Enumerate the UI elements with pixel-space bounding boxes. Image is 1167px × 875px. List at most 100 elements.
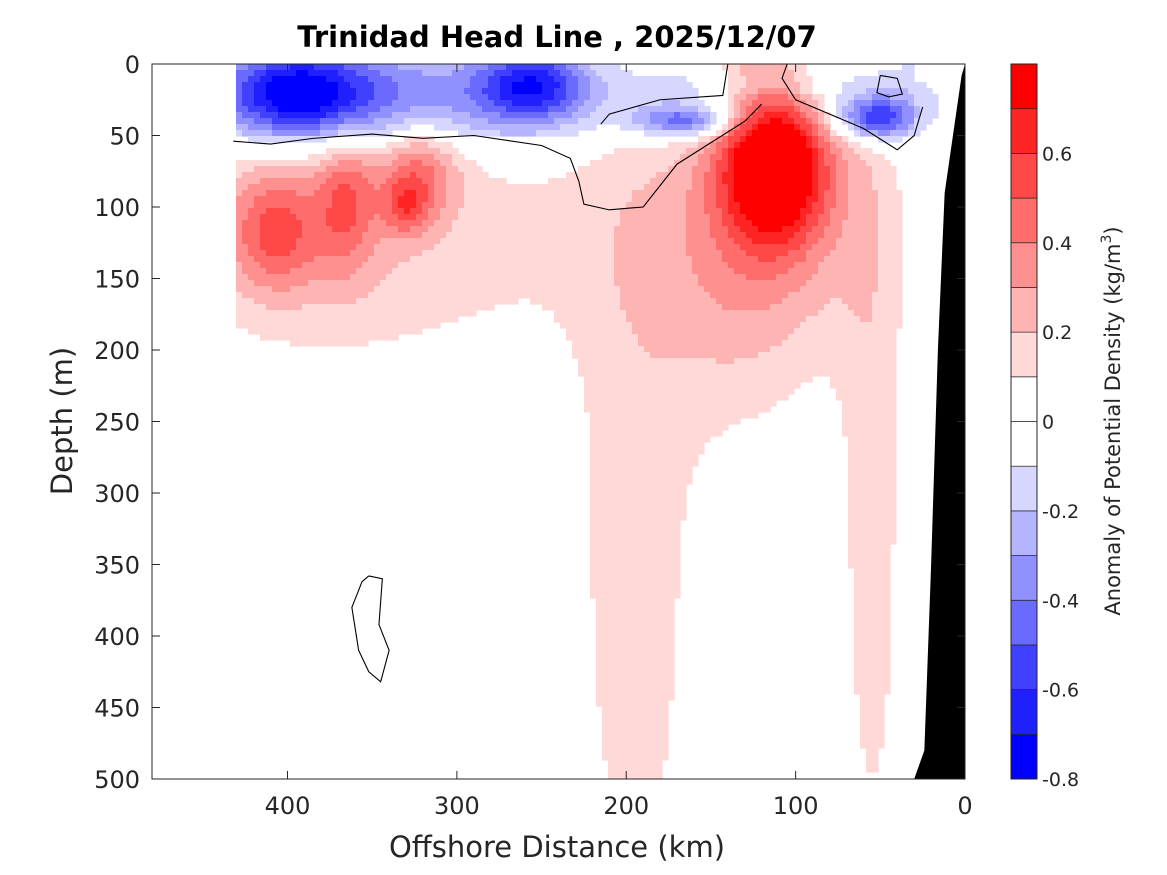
contour-cell [362,148,369,155]
contour-cell [854,106,861,113]
contour-cell [746,148,753,155]
contour-cell [794,190,801,197]
contour-cell [836,370,843,377]
contour-cell [854,352,861,359]
contour-cell [710,160,717,167]
contour-cell [404,322,411,329]
contour-cell [830,310,837,317]
contour-cell [470,298,477,305]
contour-cell [626,100,633,107]
contour-cell [686,256,693,263]
contour-cell [644,304,651,311]
contour-cell [794,148,801,155]
contour-cell [524,184,531,191]
contour-cell [398,328,405,335]
contour-cell [686,184,693,191]
contour-cell [854,166,861,173]
contour-cell [314,184,321,191]
contour-cell [242,184,249,191]
contour-cell [740,232,747,239]
contour-cell [824,250,831,257]
contour-cell [242,76,249,83]
contour-cell [458,298,465,305]
contour-cell [692,316,699,323]
contour-cell [794,238,801,245]
contour-cell [608,214,615,221]
contour-cell [386,148,393,155]
contour-cell [410,88,417,95]
contour-cell [608,202,615,209]
contour-cell [452,268,459,275]
contour-cell [392,106,399,113]
contour-cell [692,358,699,365]
contour-cell [458,184,465,191]
contour-cell [386,130,393,137]
contour-cell [770,196,777,203]
contour-cell [596,244,603,251]
contour-cell [590,238,597,245]
contour-cell [626,328,633,335]
contour-cell [368,100,375,107]
contour-cell [680,82,687,89]
contour-cell [632,148,639,155]
contour-cell [830,334,837,341]
contour-cell [824,316,831,323]
contour-cell [554,286,561,293]
contour-cell [512,220,519,227]
contour-cell [842,376,849,383]
contour-cell [590,340,597,347]
contour-cell [698,286,705,293]
contour-cell [770,286,777,293]
contour-cell [668,142,675,149]
contour-cell [404,166,411,173]
contour-cell [284,256,291,263]
contour-cell [272,160,279,167]
contour-cell [710,232,717,239]
contour-cell [800,352,807,359]
contour-cell [410,172,417,179]
contour-cell [674,322,681,329]
contour-cell [584,172,591,179]
contour-cell [302,190,309,197]
contour-cell [674,214,681,221]
contour-cell [308,76,315,83]
contour-cell [326,76,333,83]
contour-cell [368,262,375,269]
contour-cell [446,286,453,293]
contour-cell [890,184,897,191]
contour-cell [368,82,375,89]
contour-cell [554,280,561,287]
contour-cell [782,196,789,203]
contour-cell [758,160,765,167]
contour-cell [800,70,807,77]
contour-cell [698,148,705,155]
contour-cell [248,130,255,137]
contour-cell [248,190,255,197]
contour-cell [734,268,741,275]
contour-cell [674,130,681,137]
contour-cell [362,262,369,269]
contour-cell [266,238,273,245]
contour-cell [236,274,243,281]
contour-cell [596,262,603,269]
contour-cell [290,238,297,245]
contour-cell [824,262,831,269]
contour-cell [320,250,327,257]
contour-cell [710,292,717,299]
contour-cell [374,82,381,89]
contour-cell [722,124,729,131]
contour-cell [560,280,567,287]
contour-cell [338,226,345,233]
contour-cell [542,256,549,263]
contour-cell [584,214,591,221]
contour-cell [770,244,777,251]
contour-cell [350,106,357,113]
contour-cell [338,310,345,317]
contour-cell [608,226,615,233]
contour-cell [680,154,687,161]
contour-cell [728,64,735,71]
contour-cell [752,292,759,299]
contour-cell [584,334,591,341]
contour-cell [416,190,423,197]
contour-cell [734,346,741,353]
